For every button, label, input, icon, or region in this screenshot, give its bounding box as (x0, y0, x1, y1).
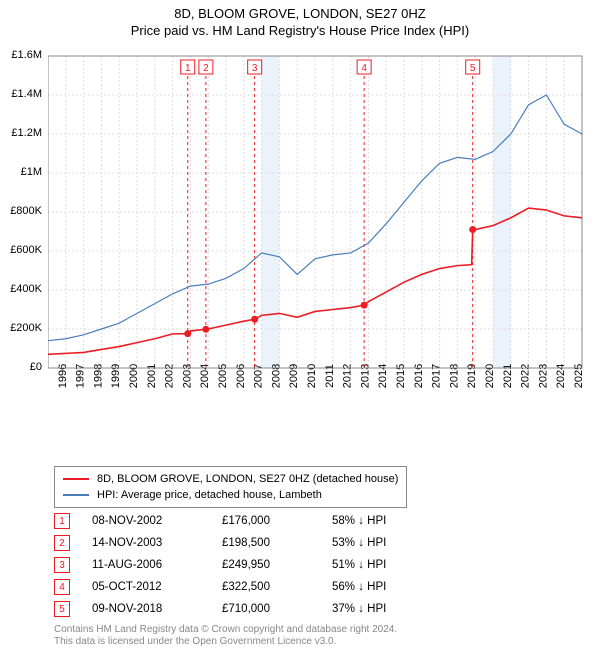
sales-delta: 51% ↓ HPI (332, 559, 452, 571)
legend-swatch (63, 494, 89, 496)
sales-date: 09-NOV-2018 (92, 603, 222, 615)
x-tick-label: 2008 (270, 364, 282, 388)
x-tick-label: 2000 (128, 364, 140, 388)
title-block: 8D, BLOOM GROVE, LONDON, SE27 0HZ Price … (0, 0, 600, 38)
sales-delta: 58% ↓ HPI (332, 515, 452, 527)
sales-row: 4 05-OCT-2012£322,50056% ↓ HPI (54, 576, 452, 598)
sale-marker-label: 5 (470, 63, 476, 74)
y-tick-label: £1.6M (11, 49, 42, 61)
x-tick-label: 1997 (75, 364, 87, 388)
sales-price: £249,950 (222, 559, 332, 571)
title-line1: 8D, BLOOM GROVE, LONDON, SE27 0HZ (0, 6, 600, 21)
footer-line1: Contains HM Land Registry data © Crown c… (54, 624, 397, 636)
sales-marker: 2 (54, 535, 70, 551)
legend-label: 8D, BLOOM GROVE, LONDON, SE27 0HZ (detac… (97, 473, 398, 485)
legend-row: HPI: Average price, detached house, Lamb… (63, 487, 398, 503)
x-tick-label: 2016 (413, 364, 425, 388)
y-tick-label: £0 (30, 361, 42, 373)
x-tick-label: 2019 (466, 364, 478, 388)
y-tick-label: £1M (21, 166, 42, 178)
x-tick-label: 2003 (181, 364, 193, 388)
sales-row: 5 09-NOV-2018£710,00037% ↓ HPI (54, 598, 452, 620)
sales-date: 08-NOV-2002 (92, 515, 222, 527)
x-tick-label: 2014 (377, 364, 389, 388)
sale-marker-label: 4 (361, 63, 367, 74)
footer: Contains HM Land Registry data © Crown c… (54, 624, 397, 647)
x-tick-label: 2025 (573, 364, 585, 388)
legend-swatch (63, 478, 89, 480)
sales-table: 1 08-NOV-2002£176,00058% ↓ HPI 2 14-NOV-200… (54, 510, 452, 620)
sales-date: 14-NOV-2003 (92, 537, 222, 549)
x-tick-label: 2018 (448, 364, 460, 388)
sales-date: 05-OCT-2012 (92, 581, 222, 593)
sale-marker-label: 3 (252, 63, 258, 74)
x-tick-label: 2010 (306, 364, 318, 388)
chart-svg: 1995199619971998199920002001200220032004… (48, 50, 588, 420)
y-tick-label: £200K (10, 322, 42, 334)
sales-date: 11-AUG-2006 (92, 559, 222, 571)
legend-row: 8D, BLOOM GROVE, LONDON, SE27 0HZ (detac… (63, 471, 398, 487)
x-tick-label: 2020 (484, 364, 496, 388)
chart: 1995199619971998199920002001200220032004… (48, 50, 588, 420)
x-tick-label: 2006 (235, 364, 247, 388)
sales-delta: 53% ↓ HPI (332, 537, 452, 549)
sales-price: £322,500 (222, 581, 332, 593)
sales-marker: 1 (54, 513, 70, 529)
x-tick-label: 2017 (431, 364, 443, 388)
x-tick-label: 2015 (395, 364, 407, 388)
x-tick-label: 2013 (359, 364, 371, 388)
x-tick-label: 2012 (342, 364, 354, 388)
sale-marker-label: 1 (185, 63, 191, 74)
legend-label: HPI: Average price, detached house, Lamb… (97, 489, 322, 501)
x-tick-label: 2005 (217, 364, 229, 388)
y-tick-label: £400K (10, 283, 42, 295)
sales-price: £198,500 (222, 537, 332, 549)
y-tick-label: £800K (10, 205, 42, 217)
legend: 8D, BLOOM GROVE, LONDON, SE27 0HZ (detac… (54, 466, 407, 508)
sales-price: £176,000 (222, 515, 332, 527)
x-tick-label: 2002 (164, 364, 176, 388)
title-line2: Price paid vs. HM Land Registry's House … (0, 23, 600, 38)
sales-marker: 3 (54, 557, 70, 573)
x-tick-label: 2023 (537, 364, 549, 388)
sales-delta: 56% ↓ HPI (332, 581, 452, 593)
sales-row: 1 08-NOV-2002£176,00058% ↓ HPI (54, 510, 452, 532)
sale-marker-label: 2 (203, 63, 209, 74)
page: 8D, BLOOM GROVE, LONDON, SE27 0HZ Price … (0, 0, 600, 650)
x-tick-label: 2022 (520, 364, 532, 388)
y-tick-label: £1.2M (11, 127, 42, 139)
x-tick-label: 2001 (146, 364, 158, 388)
x-tick-label: 2021 (502, 364, 514, 388)
x-tick-label: 2009 (288, 364, 300, 388)
x-tick-label: 1996 (57, 364, 69, 388)
sales-marker: 4 (54, 579, 70, 595)
sales-row: 3 11-AUG-2006£249,95051% ↓ HPI (54, 554, 452, 576)
y-tick-label: £600K (10, 244, 42, 256)
x-tick-label: 2004 (199, 364, 211, 388)
footer-line2: This data is licensed under the Open Gov… (54, 636, 397, 648)
x-tick-label: 1999 (110, 364, 122, 388)
x-tick-label: 2007 (253, 364, 265, 388)
y-tick-label: £1.4M (11, 88, 42, 100)
x-tick-label: 1998 (92, 364, 104, 388)
sales-price: £710,000 (222, 603, 332, 615)
sales-row: 2 14-NOV-2003£198,50053% ↓ HPI (54, 532, 452, 554)
x-tick-label: 2024 (555, 364, 567, 388)
sales-delta: 37% ↓ HPI (332, 603, 452, 615)
sales-marker: 5 (54, 601, 70, 617)
